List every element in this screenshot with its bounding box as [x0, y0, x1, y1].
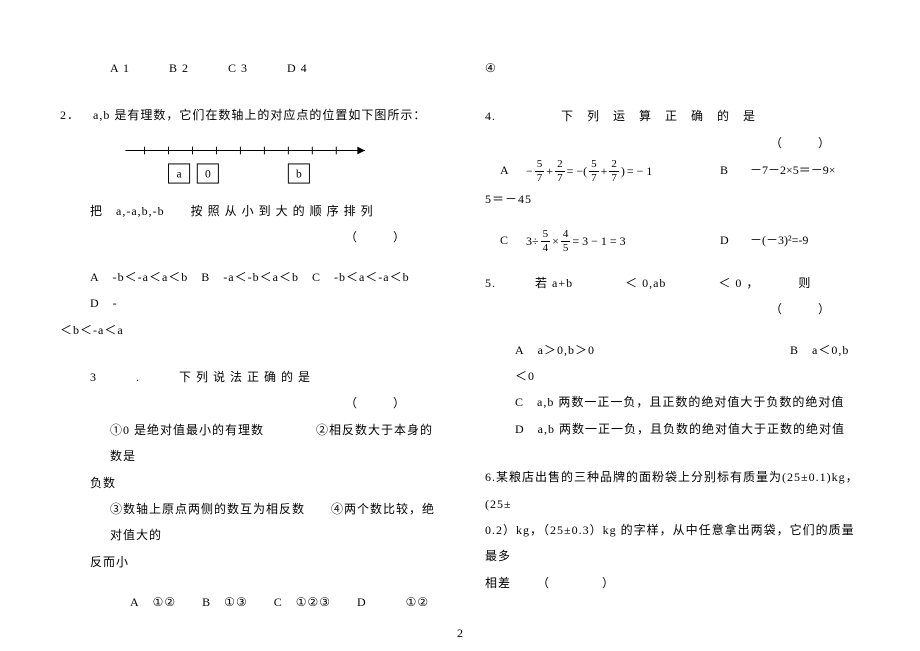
- q4-c-math: 3÷ 54 × 45 = 3 − 1 = 3: [525, 226, 720, 256]
- q4-row-ab: A − 57 + 27 = −( 57 + 27 ) = − 1 B －7－2×…: [485, 156, 860, 186]
- q3-continuation: ④: [485, 55, 860, 81]
- q4-b-label: B: [720, 156, 750, 186]
- q3-line2b: 反而小: [60, 549, 435, 575]
- q5-stem: 5. 若 a+b ＜ 0,ab ＜ 0 ， 则: [485, 270, 860, 296]
- q4-a-label: A: [485, 156, 525, 186]
- q3-line2: ③数轴上原点两侧的数互为相反数 ④两个数比较，绝对值大的: [60, 496, 435, 549]
- q6-line1: 6.某粮店出售的三种品牌的面粉袋上分别标有质量为(25±0.1)kg，(25±: [485, 464, 860, 517]
- left-column: A 1 B 2 C 3 D 4 2． a,b 是有理数，它们在数轴上的对应点的位…: [60, 55, 435, 615]
- q4-paren: （ ）: [485, 130, 860, 156]
- label-0: 0: [205, 168, 211, 180]
- q6-line3: 相差 （ ）: [485, 570, 860, 596]
- q5-paren: （ ）: [485, 296, 860, 322]
- label-b: b: [296, 168, 302, 180]
- q3-line1: ①0 是绝对值最小的有理数 ②相反数大于本身的数是: [60, 417, 435, 470]
- q3-line1b: 负数: [60, 470, 435, 496]
- q2-stem: 2． a,b 是有理数，它们在数轴上的对应点的位置如下图所示：: [60, 102, 435, 128]
- q1-options: A 1 B 2 C 3 D 4: [60, 55, 435, 81]
- right-column: ④ 4. 下 列 运 算 正 确 的 是 （ ） A − 57 + 27 = −…: [485, 55, 860, 615]
- q2-order: 把 a,-a,b,-b 按 照 从 小 到 大 的 顺 序 排 列: [60, 198, 435, 224]
- q4-d-text: －(－3)²=-9: [750, 226, 860, 256]
- q4-d-label: D: [720, 226, 750, 256]
- q4-row-cd: C 3÷ 54 × 45 = 3 − 1 = 3 D －(－3)²=-9: [485, 226, 860, 256]
- q4-a-math: − 57 + 27 = −( 57 + 27 ) = − 1: [525, 156, 720, 186]
- q6-line2: 0.2）kg，（25±0.3）kg 的字样，从中任意拿出两袋，它们的质量最多: [485, 517, 860, 570]
- q3-options: A ①② B ①③ C ①②③ D ①②: [60, 589, 435, 615]
- page-number: 2: [0, 626, 920, 641]
- q3-stem: 3 . 下 列 说 法 正 确 的 是: [60, 364, 435, 390]
- label-a: a: [177, 168, 182, 180]
- number-line-figure: a 0 b: [110, 139, 390, 192]
- q2-options-cont: ＜b＜-a＜a: [60, 317, 435, 343]
- q4-stem: 4. 下 列 运 算 正 确 的 是: [485, 103, 860, 129]
- q4-b-cont: 5＝－45: [485, 186, 860, 212]
- q5-opt-c: C a,b 两数一正一负，且正数的绝对值大于负数的绝对值: [485, 389, 860, 415]
- q2-options: A -b＜-a＜a＜b B -a＜-b＜a＜b C -b＜a＜-a＜b D -: [60, 264, 435, 317]
- q4-c-label: C: [485, 226, 525, 256]
- q3-paren: （ ）: [60, 390, 435, 416]
- two-column-layout: A 1 B 2 C 3 D 4 2． a,b 是有理数，它们在数轴上的对应点的位…: [60, 55, 860, 615]
- q5-opt-d: D a,b 两数一正一负，且负数的绝对值大于正数的绝对值: [485, 416, 860, 442]
- q5-opt-a: A a＞0,b＞0 B a＜0,b＜0: [485, 337, 860, 390]
- q4-b-text: －7－2×5＝－9×: [750, 156, 860, 186]
- q2-paren: （ ）: [60, 224, 435, 250]
